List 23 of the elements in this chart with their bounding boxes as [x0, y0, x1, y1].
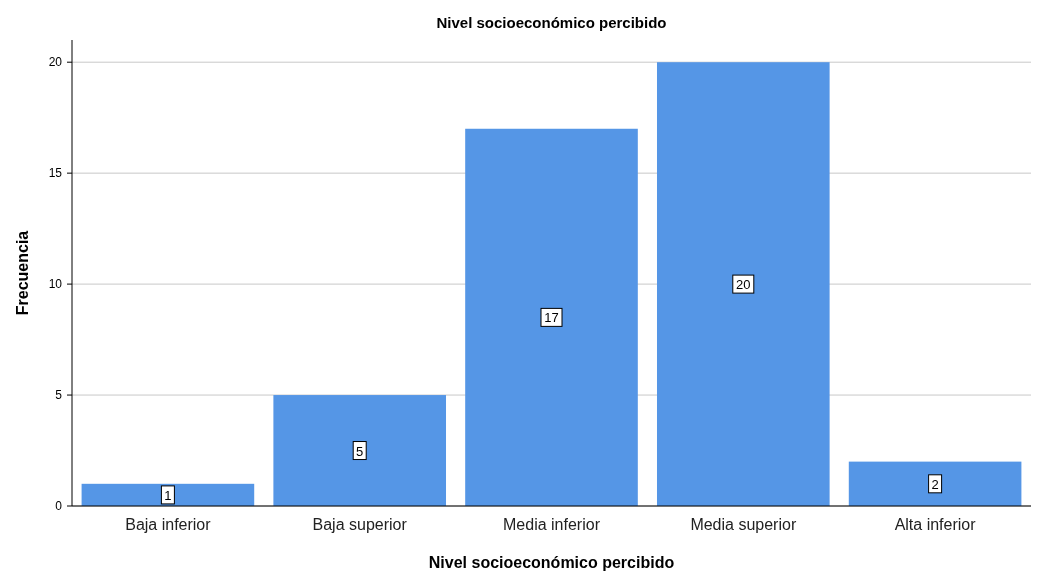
bar: [273, 395, 447, 506]
bar: [848, 461, 1022, 506]
x-tick-label: Alta inferior: [894, 516, 977, 533]
data-label: 20: [736, 277, 751, 293]
y-tick-label: 5: [55, 388, 63, 403]
y-axis-title: Frecuencia: [14, 230, 31, 316]
x-tick-label: Media inferior: [503, 516, 601, 533]
x-tick-label: Baja inferior: [125, 516, 212, 533]
y-tick-label: 15: [48, 166, 63, 181]
data-label: 17: [544, 310, 559, 326]
y-tick-label: 0: [55, 499, 63, 513]
chart-title: Nivel socioeconómico percibido: [436, 14, 667, 31]
x-tick-label: Baja superior: [312, 516, 408, 533]
x-tick-label: Media superior: [690, 516, 797, 533]
y-tick-label: 10: [48, 277, 63, 292]
x-axis-title: Nivel socioeconómico percibido: [428, 554, 675, 571]
data-label: 2: [931, 476, 939, 492]
data-label: 5: [356, 443, 364, 459]
data-label: 1: [164, 487, 172, 503]
bar: [81, 483, 255, 506]
bar: [656, 62, 830, 506]
bar: [465, 128, 638, 506]
y-tick-label: 20: [48, 55, 63, 70]
